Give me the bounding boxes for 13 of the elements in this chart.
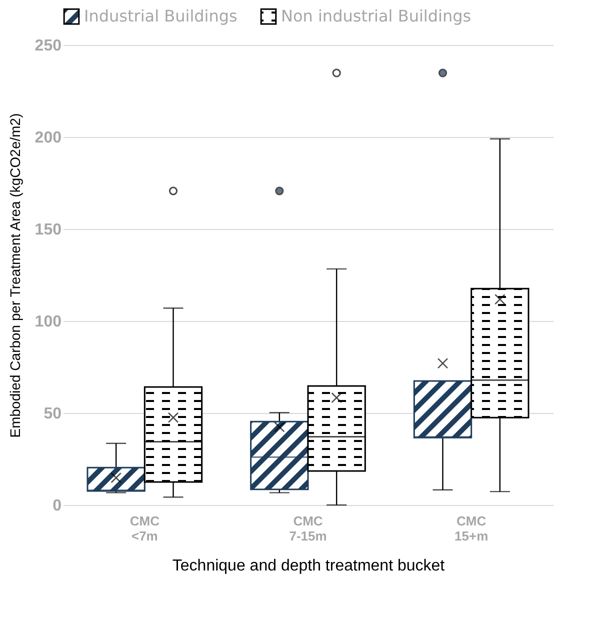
y-tick-label: 0 xyxy=(52,498,62,514)
legend-label: Industrial Buildings xyxy=(84,6,238,26)
y-tick-label: 50 xyxy=(44,406,62,422)
y-tick-label: 200 xyxy=(34,130,62,146)
x-tick-label: CMC <7m xyxy=(130,514,160,544)
legend-label: Non industrial Buildings xyxy=(281,6,472,26)
x-tick-label: CMC 7-15m xyxy=(289,514,327,544)
y-tick-label: 150 xyxy=(34,222,62,238)
y-axis-title: Embodied Carbon per Treatment Area (kgCO2e/m2) xyxy=(6,113,23,438)
y-tick-label: 100 xyxy=(34,314,62,330)
x-tick-label: CMC 15+m xyxy=(454,514,488,544)
x-axis-title: Technique and depth treatment bucket xyxy=(172,558,446,574)
y-tick-label: 250 xyxy=(34,38,62,54)
